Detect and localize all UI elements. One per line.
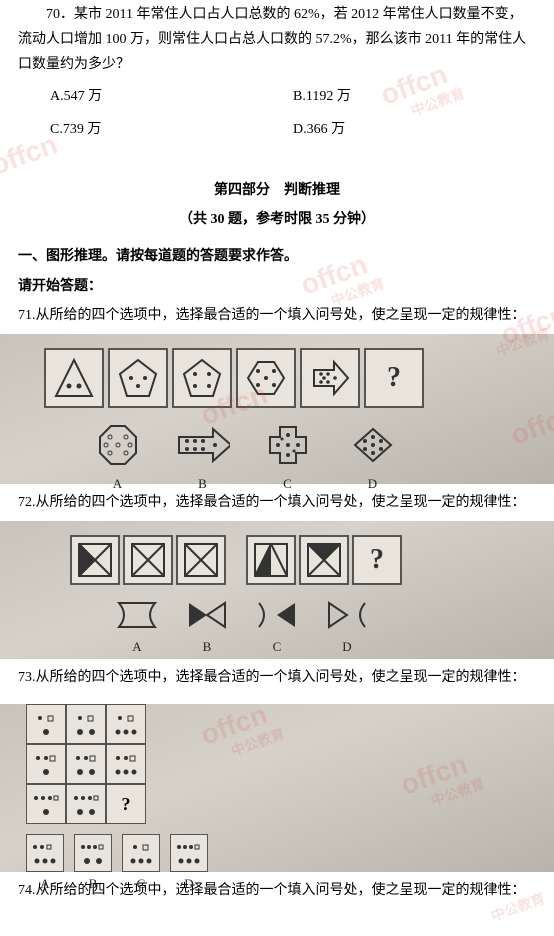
q72-optD: D xyxy=(325,597,369,658)
q73-g8 xyxy=(66,784,106,824)
q72-cell-3 xyxy=(176,535,226,585)
q72-cell-4 xyxy=(246,535,296,585)
q71-optA: A xyxy=(90,420,145,495)
q72-figure: ? A B C D xyxy=(0,521,554,659)
q71-stem: 71.从所给的四个选项中，选择最合适的一个填入问号处，使之呈现一定的规律性： xyxy=(0,301,554,330)
instruction-1: 一、图形推理。请按每道题的答题要求作答。 xyxy=(0,242,554,271)
q72-cell-question: ? xyxy=(352,535,402,585)
q71-cell-3 xyxy=(172,348,232,408)
q70-options-row1: A.547 万 B.1192 万 xyxy=(0,80,554,113)
q70-optB: B.1192 万 xyxy=(293,84,536,109)
q72-optC: C xyxy=(255,597,299,658)
q71-optB: B xyxy=(175,420,230,495)
q73-g6 xyxy=(106,744,146,784)
q72-optB: B xyxy=(185,597,229,658)
q73-g3 xyxy=(106,704,146,744)
q71-cell-4 xyxy=(236,348,296,408)
q73-g5 xyxy=(66,744,106,784)
q73-optB: B xyxy=(74,834,112,895)
section-sub: （共 30 题，参考时限 35 分钟） xyxy=(0,205,554,242)
q73-g4 xyxy=(26,744,66,784)
q73-grid: ? xyxy=(26,704,554,824)
q72-optA: A xyxy=(115,597,159,658)
q73-g7 xyxy=(26,784,66,824)
q72-cell-5 xyxy=(299,535,349,585)
q71-figure: ? A B C D xyxy=(0,334,554,484)
q70-optC: C.739 万 xyxy=(50,117,293,142)
q70-optA: A.547 万 xyxy=(50,84,293,109)
q73-options: A B C D xyxy=(0,830,554,907)
q73-g2 xyxy=(66,704,106,744)
q71-cell-question: ? xyxy=(364,348,424,408)
q70-options-row2: C.739 万 D.366 万 xyxy=(0,113,554,146)
q71-cell-1 xyxy=(44,348,104,408)
q70-num: 70． xyxy=(46,7,74,22)
instruction-2: 请开始答题： xyxy=(0,272,554,301)
q71-cell-5 xyxy=(300,348,360,408)
section-title: 第四部分 判断推理 xyxy=(0,166,554,205)
q70-optD: D.366 万 xyxy=(293,117,536,142)
q73-optA: A xyxy=(26,834,64,895)
q73-g1 xyxy=(26,704,66,744)
q72-cell-1 xyxy=(70,535,120,585)
q70-text: 70．某市 2011 年常住人口占人口总数的 62%，若 2012 年常住人口数… xyxy=(0,0,554,80)
q71-optC: C xyxy=(260,420,315,495)
q73-figure: ? A B C D xyxy=(0,704,554,872)
q72-cell-2 xyxy=(123,535,173,585)
q73-optC: C xyxy=(122,834,160,895)
q71-optD: D xyxy=(345,420,400,495)
q73-g9: ? xyxy=(106,784,146,824)
q71-cell-2 xyxy=(108,348,168,408)
q73-optD: D xyxy=(170,834,208,895)
